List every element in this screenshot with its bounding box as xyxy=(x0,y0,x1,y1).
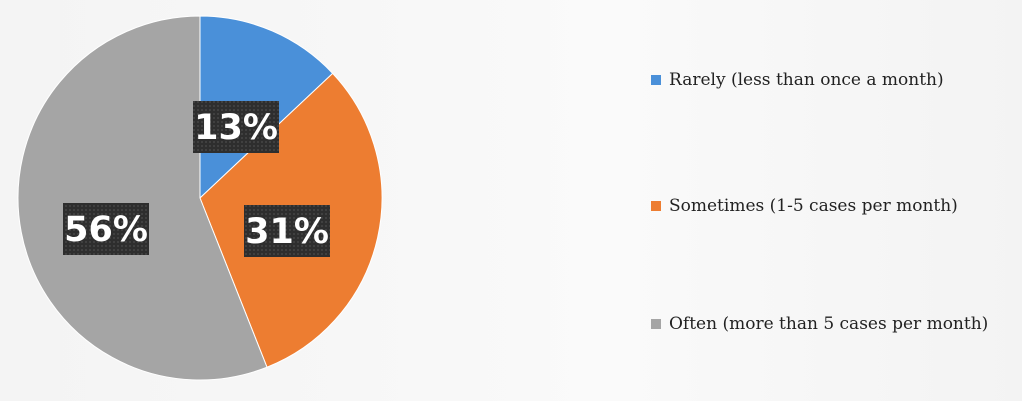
data-label-text-often: 56% xyxy=(64,210,148,250)
pie-slice-often xyxy=(17,15,268,381)
legend-label-rarely: Rarely (less than once a month) xyxy=(669,70,944,90)
chart-legend: Rarely (less than once a month) Sometime… xyxy=(651,0,1022,401)
legend-label-often: Often (more than 5 cases per month) xyxy=(669,314,989,334)
data-label-background xyxy=(63,203,149,255)
legend-label-sometimes: Sometimes (1-5 cases per month) xyxy=(669,196,958,216)
pie-slices xyxy=(17,15,383,381)
data-label-often: 56% xyxy=(63,203,149,255)
pie-data-labels: 13% 31% 56% xyxy=(63,101,330,257)
legend-swatch-sometimes xyxy=(651,201,661,211)
pie-chart: 13% 31% 56% xyxy=(17,15,383,381)
legend-swatch-often xyxy=(651,319,661,329)
data-label-background xyxy=(193,101,279,153)
data-label-text-rarely: 13% xyxy=(194,108,278,148)
legend-item-rarely: Rarely (less than once a month) xyxy=(651,70,944,90)
data-label-sometimes: 31% xyxy=(244,205,330,257)
data-label-background xyxy=(244,205,330,257)
data-label-text-sometimes: 31% xyxy=(245,212,329,252)
data-label-rarely: 13% xyxy=(193,101,279,153)
legend-swatch-rarely xyxy=(651,75,661,85)
legend-item-sometimes: Sometimes (1-5 cases per month) xyxy=(651,196,958,216)
legend-item-often: Often (more than 5 cases per month) xyxy=(651,314,988,334)
